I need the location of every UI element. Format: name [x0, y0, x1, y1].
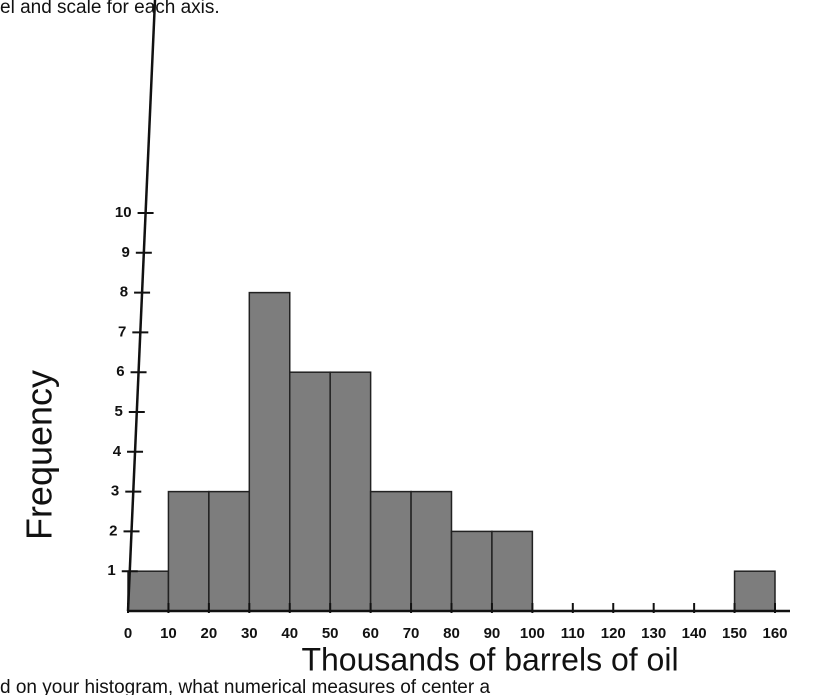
chart: el and scale for each axis. d on your hi… [0, 0, 813, 695]
bar [330, 372, 370, 611]
x-tick-label: 20 [201, 625, 218, 642]
x-tick-label: 130 [641, 625, 666, 642]
x-tick-label: 50 [322, 625, 339, 642]
bar [168, 492, 208, 611]
y-tick-label: 6 [116, 363, 124, 380]
x-tick-label: 140 [682, 625, 707, 642]
y-tick-label: 7 [118, 323, 126, 340]
bar [290, 372, 330, 611]
y-tick-label: 4 [113, 443, 122, 460]
x-tick-label: 70 [403, 625, 420, 642]
bar [371, 492, 411, 611]
x-tick-label: 10 [160, 625, 177, 642]
y-tick-label: 8 [120, 284, 128, 301]
x-tick-label: 0 [124, 625, 132, 642]
bar [411, 492, 451, 611]
bar [128, 571, 168, 611]
bar [492, 531, 532, 611]
footer-text: d on your histogram, what numerical meas… [0, 677, 490, 695]
bar [452, 531, 492, 611]
x-tick-label: 150 [722, 625, 747, 642]
x-tick-label: 100 [520, 625, 545, 642]
x-tick-label: 40 [281, 625, 298, 642]
y-tick-label: 3 [111, 483, 119, 500]
x-axis-label: Thousands of barrels of oil [301, 641, 678, 677]
y-axis [128, 0, 155, 611]
header-text: el and scale for each axis. [0, 0, 220, 18]
x-tick-label: 90 [484, 625, 501, 642]
x-tick-label: 80 [443, 625, 460, 642]
x-tick-label: 120 [601, 625, 626, 642]
y-tick-label: 1 [107, 562, 115, 579]
bar [249, 293, 289, 611]
x-tick-label: 110 [561, 625, 585, 642]
bar [209, 492, 249, 611]
y-tick-label: 10 [115, 204, 132, 221]
y-tick-label: 2 [109, 522, 117, 539]
y-tick-label: 9 [121, 244, 129, 261]
bar [735, 571, 775, 611]
x-tick-label: 60 [362, 625, 379, 642]
x-tick-label: 30 [241, 625, 258, 642]
x-tick-label: 160 [762, 625, 787, 642]
y-axis-label: Frequency [19, 370, 60, 540]
y-tick-label: 5 [114, 403, 122, 420]
